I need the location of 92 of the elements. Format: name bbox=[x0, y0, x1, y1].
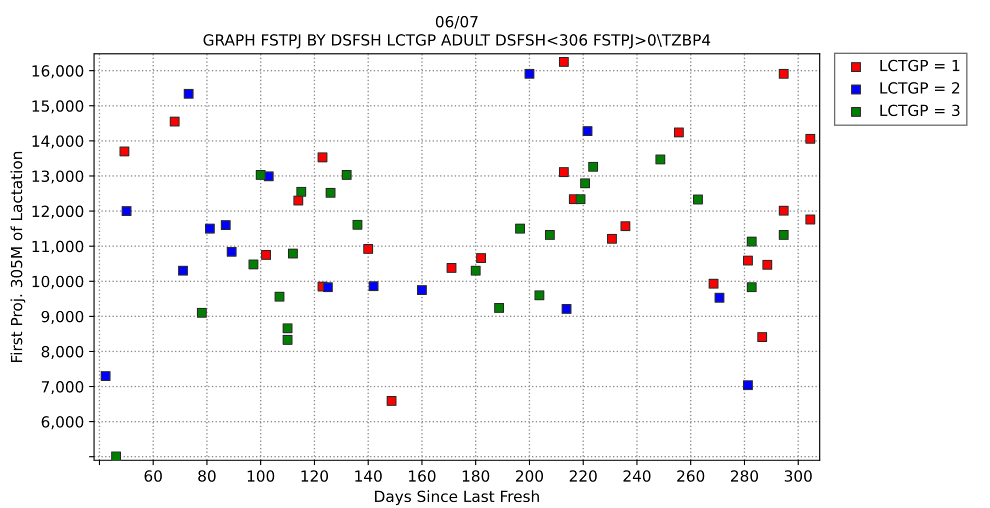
point bbox=[674, 128, 684, 138]
y-tick-label: 11,000 bbox=[32, 240, 84, 254]
point bbox=[322, 282, 333, 292]
point bbox=[220, 220, 231, 230]
point bbox=[757, 332, 768, 342]
point bbox=[282, 323, 293, 334]
x-tick-label: 120 bbox=[302, 470, 328, 482]
point bbox=[805, 214, 816, 224]
point bbox=[544, 230, 555, 240]
y-tick-label: 10,000 bbox=[32, 276, 84, 289]
point bbox=[296, 186, 306, 197]
point bbox=[620, 221, 630, 232]
x-tick-label: 300 bbox=[784, 470, 812, 482]
point bbox=[515, 224, 525, 234]
x-tick-label: 280 bbox=[731, 470, 758, 482]
y-tick-label: 14,000 bbox=[32, 135, 84, 148]
point bbox=[261, 250, 272, 260]
point bbox=[714, 292, 724, 303]
y-tick-label: 12,000 bbox=[32, 206, 84, 219]
legend-label: LCTGP = 1 bbox=[880, 60, 960, 72]
point bbox=[326, 188, 336, 198]
point bbox=[762, 260, 772, 270]
point bbox=[655, 154, 666, 164]
point bbox=[363, 244, 374, 254]
point bbox=[119, 146, 130, 156]
y-tick-label: 8,000 bbox=[42, 346, 84, 360]
point bbox=[111, 451, 122, 460]
point bbox=[293, 196, 304, 206]
point bbox=[476, 253, 486, 264]
x-tick-label: 240 bbox=[623, 470, 651, 482]
point bbox=[318, 152, 328, 162]
point bbox=[386, 396, 397, 406]
point bbox=[122, 206, 132, 216]
point bbox=[352, 220, 362, 230]
x-tick-label: 60 bbox=[144, 470, 162, 482]
x-tick-label: 100 bbox=[248, 470, 274, 482]
legend-label: LCTGP = 3 bbox=[880, 104, 960, 116]
point bbox=[417, 285, 427, 295]
point bbox=[470, 266, 481, 276]
point bbox=[708, 278, 719, 289]
point bbox=[588, 162, 598, 172]
point bbox=[746, 282, 757, 292]
x-tick-label: 140 bbox=[355, 470, 382, 482]
point bbox=[558, 167, 569, 178]
point bbox=[196, 308, 207, 318]
point bbox=[778, 68, 789, 79]
x-axis-title: Days Since Last Fresh bbox=[375, 490, 539, 506]
point bbox=[743, 380, 753, 390]
point bbox=[746, 236, 757, 247]
point bbox=[558, 56, 569, 67]
y-tick-label: 16,000 bbox=[32, 65, 84, 78]
x-tick-label: 180 bbox=[462, 470, 490, 482]
point bbox=[204, 224, 215, 234]
y-tick-label: 13,000 bbox=[32, 170, 84, 184]
point bbox=[778, 230, 789, 240]
point bbox=[178, 266, 188, 276]
y-axis-title: First Proj. 305M of Lactation bbox=[10, 152, 26, 362]
point bbox=[562, 304, 572, 314]
y-tick-label: 7,000 bbox=[42, 381, 84, 394]
x-tick-label: 160 bbox=[409, 470, 436, 482]
chart-title: 06/07 GRAPH FSTPJ BY DSFSH LCTGP ADULT DSFSH<306 FSTPJ>0\TZBP4 bbox=[204, 16, 710, 49]
x-tick-label: 200 bbox=[516, 470, 544, 482]
x-tick-label: 260 bbox=[677, 470, 704, 482]
x-tick-label: 220 bbox=[570, 470, 597, 482]
point bbox=[256, 170, 266, 180]
point bbox=[446, 262, 456, 273]
point bbox=[693, 194, 703, 204]
point bbox=[342, 170, 352, 180]
x-tick-label: 80 bbox=[198, 470, 216, 482]
point bbox=[226, 246, 237, 257]
point bbox=[494, 302, 504, 313]
legend-label: LCTGP = 2 bbox=[880, 82, 960, 94]
point bbox=[778, 206, 789, 216]
point bbox=[184, 88, 194, 99]
point bbox=[805, 134, 816, 144]
point bbox=[743, 256, 753, 266]
point bbox=[282, 334, 293, 345]
point bbox=[368, 281, 379, 292]
point bbox=[607, 234, 617, 244]
point bbox=[534, 290, 544, 300]
y-tick-label: 15,000 bbox=[32, 100, 84, 114]
point bbox=[288, 248, 298, 258]
point bbox=[582, 126, 592, 136]
y-tick-label: 9,000 bbox=[42, 310, 84, 324]
point bbox=[524, 68, 534, 79]
point bbox=[248, 259, 258, 270]
point bbox=[170, 116, 180, 127]
point bbox=[576, 194, 586, 204]
point bbox=[580, 178, 590, 188]
point bbox=[274, 292, 284, 302]
point bbox=[100, 371, 111, 381]
y-tick-label: 6,000 bbox=[42, 416, 84, 430]
